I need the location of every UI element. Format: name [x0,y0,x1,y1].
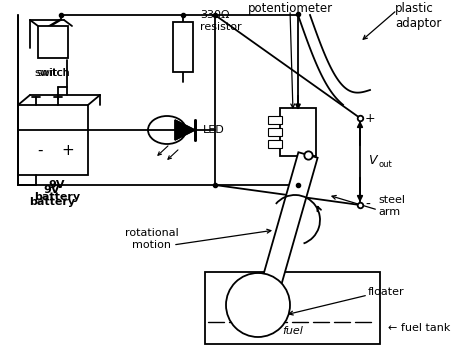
Text: switch: switch [34,68,70,78]
Ellipse shape [148,116,186,144]
Polygon shape [175,120,195,140]
Bar [18,105,88,175]
Text: rotational
motion: rotational motion [125,228,179,249]
Circle shape [226,273,290,337]
Text: 9V
battery: 9V battery [29,185,75,206]
Text: ← fuel tank: ← fuel tank [388,323,450,333]
Bar [268,128,282,136]
Text: 9V
battery: 9V battery [34,180,80,202]
Text: 330Ω
resistor: 330Ω resistor [200,10,242,32]
Bar [280,108,316,156]
Text: $V$: $V$ [368,153,379,167]
Bar [205,272,380,344]
Text: -: - [37,143,43,158]
Text: plastic
adaptor: plastic adaptor [395,2,441,30]
Text: potentiometer: potentiometer [248,2,333,15]
Text: +: + [62,143,74,158]
Text: floater: floater [368,287,405,297]
Text: steel
arm: steel arm [378,195,405,217]
Bar [38,26,68,58]
Text: switch: switch [36,68,70,78]
Bar [268,140,282,148]
Text: -: - [365,198,370,212]
Polygon shape [175,120,195,140]
Text: +: + [365,111,375,125]
Bar [173,22,193,72]
Polygon shape [258,152,318,298]
Bar [268,116,282,124]
Text: LED: LED [203,125,225,135]
Text: out: out [379,160,393,169]
Text: fuel: fuel [282,326,303,336]
